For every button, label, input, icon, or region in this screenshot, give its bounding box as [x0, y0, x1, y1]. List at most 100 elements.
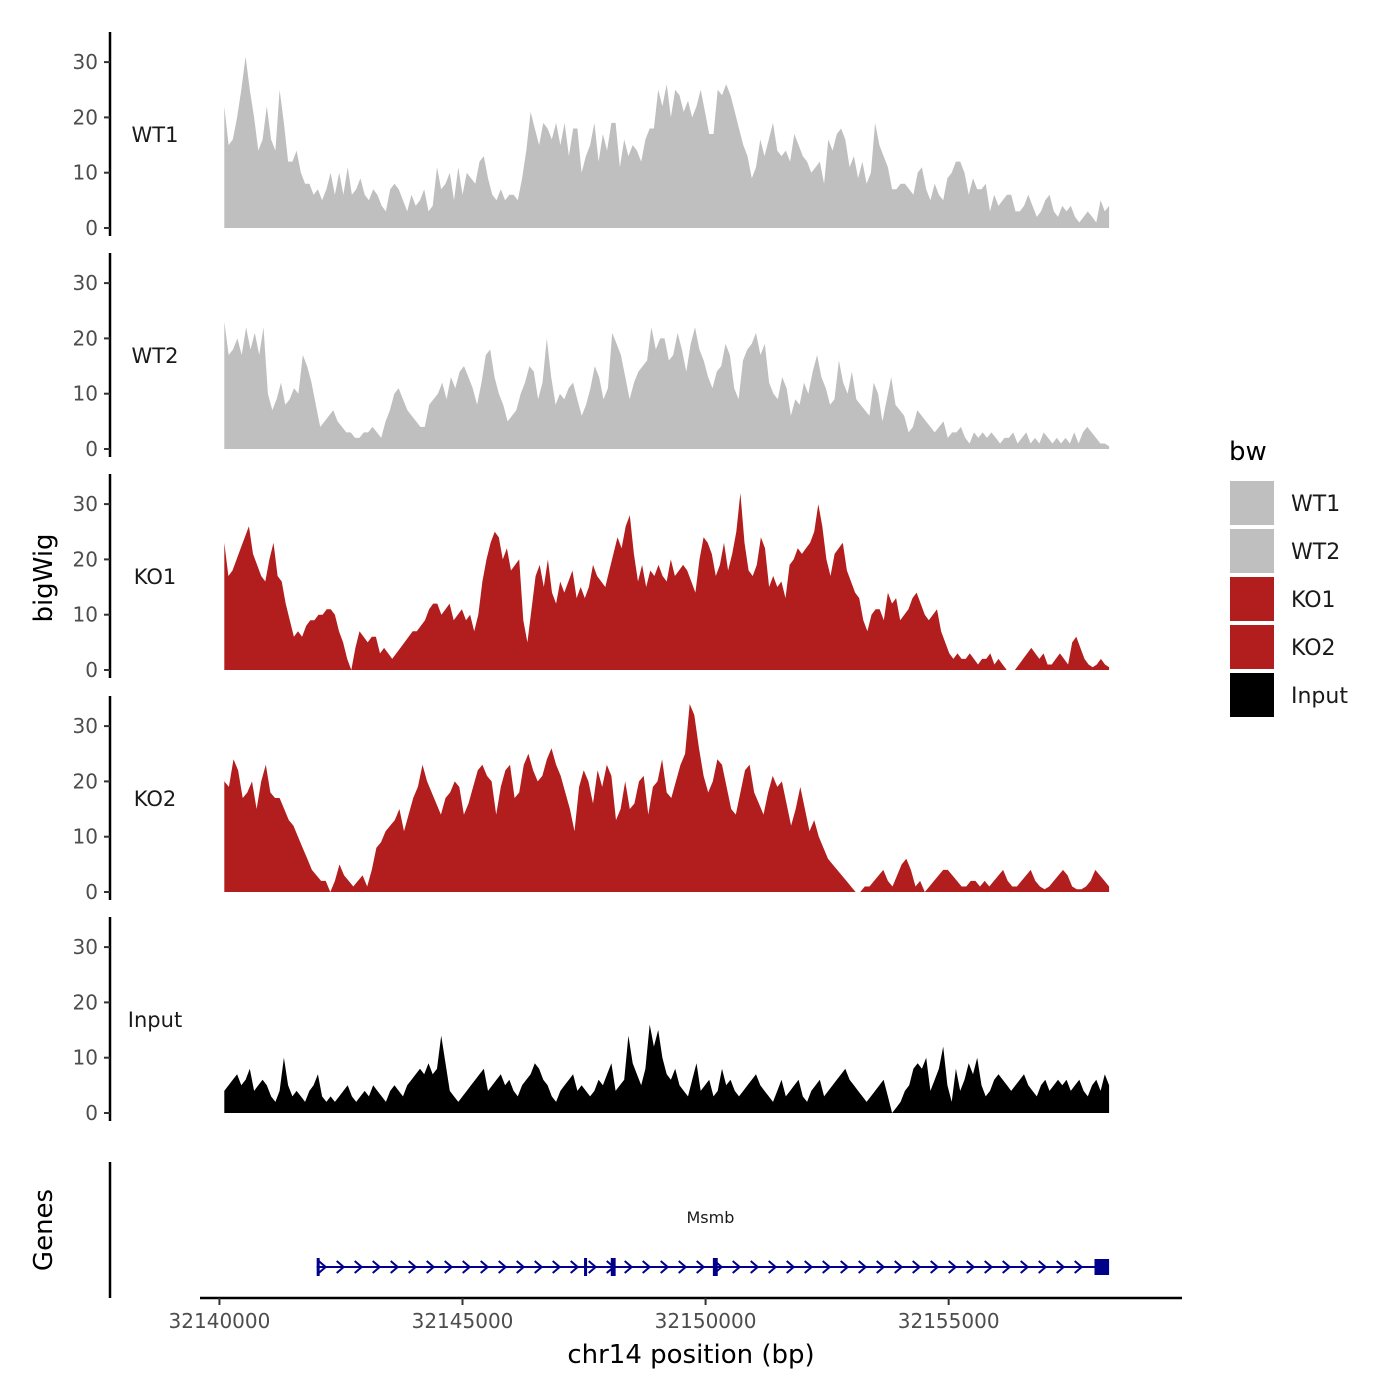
- track-wt2: 0 10 20 30 WT2: [73, 253, 1110, 461]
- track-ko1: 0 10 20 30 KO1: [73, 474, 1110, 682]
- strand-arrow: [948, 1260, 958, 1274]
- strand-arrow: [966, 1260, 976, 1274]
- strand-arrow: [1002, 1260, 1012, 1274]
- gene-exon: [712, 1258, 718, 1276]
- track-label: Input: [128, 1008, 182, 1032]
- legend-label: KO1: [1291, 588, 1336, 613]
- y-tick-label: 0: [85, 1101, 98, 1125]
- strand-arrow: [786, 1260, 796, 1274]
- strand-arrow: [570, 1260, 580, 1274]
- strand-arrow: [318, 1260, 328, 1274]
- gene-models: Msmb: [316, 1208, 1110, 1276]
- strand-arrow: [642, 1260, 652, 1274]
- strand-arrow: [840, 1260, 850, 1274]
- strand-arrow: [750, 1260, 760, 1274]
- strand-arrow: [480, 1260, 490, 1274]
- legend-title: bw: [1229, 437, 1267, 467]
- strand-arrow: [1020, 1260, 1030, 1274]
- strand-arrow: [1056, 1260, 1066, 1274]
- strand-arrow: [534, 1260, 544, 1274]
- genes-panel: Genes Msmb: [29, 1162, 1110, 1298]
- strand-arrow: [408, 1260, 418, 1274]
- track-label: WT2: [132, 344, 179, 368]
- coverage-area-wt2: [224, 321, 1110, 449]
- strand-arrow: [696, 1260, 706, 1274]
- y-tick-label: 10: [73, 825, 98, 849]
- strand-arrow: [804, 1260, 814, 1274]
- legend-item-ko1: KO1: [1228, 575, 1336, 623]
- y-tick-label: 30: [73, 935, 98, 959]
- strand-arrow: [822, 1260, 832, 1274]
- y-tick-label: 20: [73, 769, 98, 793]
- strand-arrow: [984, 1260, 994, 1274]
- x-tick-label: 32140000: [169, 1309, 271, 1333]
- gene-name-label: Msmb: [687, 1208, 735, 1227]
- bigwig-tracks: 0 10 20 30 WT1 0 10 20 30 WT2 0 10 20 30 KO1 0 10 20 30 KO2…: [73, 32, 1110, 1125]
- y-tick-label: 20: [73, 990, 98, 1014]
- track-label: WT1: [132, 123, 179, 147]
- strand-arrow: [894, 1260, 904, 1274]
- y-tick-label: 10: [73, 382, 98, 406]
- strand-arrow: [732, 1260, 742, 1274]
- x-ticks: 32140000 32145000 32150000 32155000: [169, 1298, 1000, 1333]
- x-axis-title: chr14 position (bp): [567, 1340, 814, 1370]
- legend-label: WT2: [1291, 540, 1340, 565]
- x-tick-label: 32155000: [898, 1309, 1000, 1333]
- track-label: KO1: [134, 565, 177, 589]
- y-axis-title: bigWig: [29, 533, 59, 622]
- legend-label: KO2: [1291, 636, 1336, 661]
- strand-arrow: [516, 1260, 526, 1274]
- strand-arrow: [858, 1260, 868, 1274]
- gene-exon: [1094, 1259, 1110, 1275]
- coverage-area-wt1: [224, 56, 1110, 228]
- strand-arrow: [588, 1260, 598, 1274]
- y-tick-label: 0: [85, 216, 98, 240]
- strand-arrow: [1074, 1260, 1084, 1274]
- legend-swatch: [1228, 623, 1276, 671]
- legend-swatch: [1228, 671, 1276, 719]
- y-tick-label: 0: [85, 437, 98, 461]
- strand-arrow: [678, 1260, 688, 1274]
- strand-arrow: [444, 1260, 454, 1274]
- strand-arrow: [912, 1260, 922, 1274]
- track-input: 0 10 20 30 Input: [73, 917, 1110, 1125]
- gene-msmb: Msmb: [316, 1208, 1110, 1276]
- strand-arrow: [768, 1260, 778, 1274]
- strand-arrow: [354, 1260, 364, 1274]
- track-ko2: 0 10 20 30 KO2: [73, 696, 1110, 904]
- gene-exon: [610, 1258, 616, 1276]
- legend-item-wt1: WT1: [1228, 479, 1340, 527]
- legend: bw WT1 WT2 KO1 KO2 Input: [1228, 437, 1348, 719]
- strand-arrow: [336, 1260, 346, 1274]
- strand-arrow: [426, 1260, 436, 1274]
- y-tick-label: 10: [73, 603, 98, 627]
- y-tick-label: 20: [73, 105, 98, 129]
- coverage-area-ko1: [224, 493, 1110, 670]
- y-tick-label: 30: [73, 50, 98, 74]
- track-label: KO2: [134, 787, 177, 811]
- legend-item-wt2: WT2: [1228, 527, 1340, 575]
- legend-item-input: Input: [1228, 671, 1348, 719]
- x-tick-label: 32150000: [655, 1309, 757, 1333]
- strand-arrow: [876, 1260, 886, 1274]
- legend-swatch: [1228, 479, 1276, 527]
- legend-item-ko2: KO2: [1228, 623, 1336, 671]
- y-tick-label: 30: [73, 271, 98, 295]
- gene-exon: [584, 1258, 588, 1276]
- strand-arrow: [930, 1260, 940, 1274]
- legend-label: WT1: [1291, 492, 1340, 517]
- y-tick-label: 30: [73, 714, 98, 738]
- y-tick-label: 20: [73, 326, 98, 350]
- coverage-area-input: [224, 1024, 1110, 1113]
- strand-arrow: [372, 1260, 382, 1274]
- y-tick-label: 0: [85, 658, 98, 682]
- x-tick-label: 32145000: [412, 1309, 514, 1333]
- strand-arrow: [552, 1260, 562, 1274]
- gene-exon: [316, 1258, 320, 1276]
- legend-items: WT1 WT2 KO1 KO2 Input: [1228, 479, 1348, 719]
- strand-arrow: [660, 1260, 670, 1274]
- y-tick-label: 10: [73, 161, 98, 185]
- x-axis: 32140000 32145000 32150000 32155000 chr14 p…: [169, 1296, 1182, 1370]
- y-tick-label: 10: [73, 1046, 98, 1070]
